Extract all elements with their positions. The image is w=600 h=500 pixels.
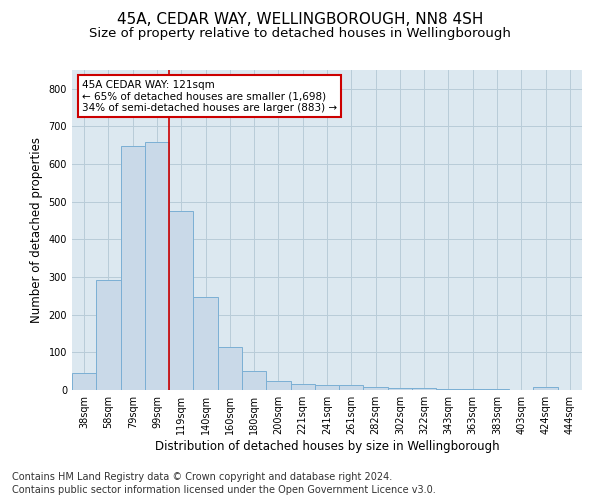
Bar (96, 280, 121, 390)
Bar (533, 388, 558, 390)
Bar (121, 146, 145, 390)
Bar (461, 389, 485, 390)
Text: 45A, CEDAR WAY, WELLINGBOROUGH, NN8 4SH: 45A, CEDAR WAY, WELLINGBOROUGH, NN8 4SH (117, 12, 483, 28)
Bar (266, 380, 290, 390)
Text: 45A CEDAR WAY: 121sqm
← 65% of detached houses are smaller (1,698)
34% of semi-d: 45A CEDAR WAY: 121sqm ← 65% of detached … (82, 80, 337, 113)
Y-axis label: Number of detached properties: Number of detached properties (30, 137, 43, 323)
Bar (436, 389, 461, 390)
Bar (485, 389, 509, 390)
Bar (364, 388, 388, 390)
Bar (242, 371, 266, 390)
Bar (412, 388, 436, 390)
Bar (145, 142, 169, 390)
Bar (339, 385, 364, 390)
Bar (169, 211, 193, 390)
Bar (72, 372, 96, 390)
Text: Size of property relative to detached houses in Wellingborough: Size of property relative to detached ho… (89, 28, 511, 40)
Text: Contains public sector information licensed under the Open Government Licence v3: Contains public sector information licen… (12, 485, 436, 495)
X-axis label: Distribution of detached houses by size in Wellingborough: Distribution of detached houses by size … (155, 440, 499, 453)
Bar (315, 385, 339, 390)
Text: Contains HM Land Registry data © Crown copyright and database right 2024.: Contains HM Land Registry data © Crown c… (12, 472, 392, 482)
Bar (218, 347, 242, 390)
Bar (290, 384, 315, 390)
Bar (388, 388, 412, 390)
Bar (193, 297, 218, 390)
